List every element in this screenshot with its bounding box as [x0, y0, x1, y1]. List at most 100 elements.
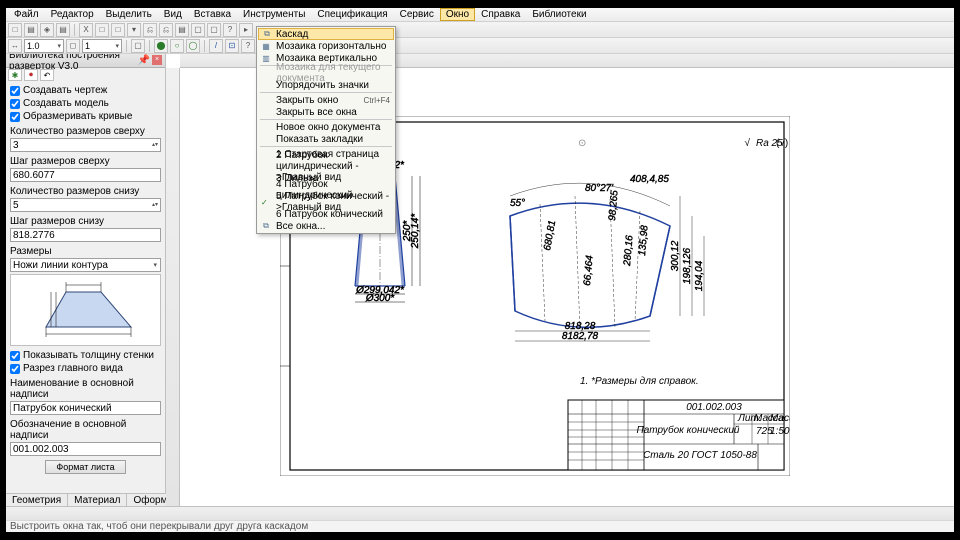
svg-text:√: √	[745, 137, 751, 149]
field-sizes[interactable]: Ножи линии контура	[10, 258, 161, 272]
svg-text:198,126: 198,126	[682, 247, 693, 284]
menu-item: Мозаика для текущего документа	[258, 67, 394, 79]
tool-button[interactable]: ⎌	[143, 23, 157, 37]
field-count-bottom[interactable]: 5	[10, 198, 161, 212]
menu-Библиотеки[interactable]: Библиотеки	[526, 9, 592, 20]
tool-button[interactable]: □	[8, 23, 22, 37]
menu-item[interactable]: ⧉Каскад	[258, 28, 394, 40]
svg-text:Масшт: Масшт	[770, 413, 790, 424]
svg-text:Патрубок конический: Патрубок конический	[637, 424, 740, 436]
menu-item[interactable]: 6 Патрубок конический	[258, 208, 394, 220]
menu-Сервис[interactable]: Сервис	[394, 9, 440, 20]
drawing-note: 1. *Размеры для справок.	[580, 376, 699, 387]
tool-button[interactable]: ⎌	[159, 23, 173, 37]
status-bar: Выстроить окна так, чтоб они перекрывали…	[6, 520, 954, 532]
svg-text:194,04: 194,04	[694, 260, 705, 291]
side-panel: Библиотека построения разверток V3.0 📌 ×…	[6, 54, 166, 506]
menu-item[interactable]: 2 Патрубок цилиндрический ->Главный вид	[258, 160, 394, 172]
menu-item[interactable]: Новое окно документа	[258, 121, 394, 133]
tool-button[interactable]: ◈	[40, 23, 54, 37]
field-code[interactable]: 001.002.003	[10, 442, 161, 456]
tool-button[interactable]: □	[95, 23, 109, 37]
bottom-bar	[6, 506, 954, 520]
label: Количество размеров снизу	[10, 186, 161, 197]
svg-text:408,4,85: 408,4,85	[630, 174, 669, 185]
check-section[interactable]: Разрез главного вида	[10, 363, 161, 374]
menu-Вид[interactable]: Вид	[158, 9, 188, 20]
tool-button[interactable]: ⬤	[154, 39, 168, 53]
label: Количество размеров сверху	[10, 126, 161, 137]
field-step-top[interactable]: 680.6077	[10, 168, 161, 182]
menu-item[interactable]: ▦Мозаика горизонтально	[258, 40, 394, 52]
menu-item[interactable]: Упорядочить значки	[258, 79, 394, 91]
label: Размеры	[10, 246, 161, 257]
panel-tab-stop[interactable]: ⏺	[24, 69, 38, 81]
tool-button[interactable]: ▾	[127, 23, 141, 37]
check-show-thickness[interactable]: Показывать толщину стенки	[10, 350, 161, 361]
panel-title: Библиотека построения разверток V3.0 📌 ×	[6, 54, 165, 68]
menu-item[interactable]: Показать закладки	[258, 133, 394, 145]
tool-button[interactable]: X	[79, 23, 93, 37]
ruler-vertical	[166, 68, 180, 506]
menubar[interactable]: ФайлРедакторВыделитьВидВставкаИнструмент…	[6, 8, 954, 22]
svg-text:1:50: 1:50	[770, 426, 790, 437]
svg-text:250,14*: 250,14*	[410, 213, 421, 250]
label: Обозначение в основной надписи	[10, 419, 161, 441]
tab-geometry[interactable]: Геометрия	[6, 494, 68, 506]
menu-item[interactable]: ⧉Все окна...	[258, 220, 394, 232]
tool-button[interactable]: ▢	[131, 39, 145, 53]
field-step-bottom[interactable]: 818.2776	[10, 228, 161, 242]
panel-bottom-tabs[interactable]: Геометрия Материал Оформление	[6, 493, 165, 506]
tab-material[interactable]: Материал	[68, 494, 127, 506]
preview-image	[10, 274, 161, 346]
close-icon[interactable]: ×	[152, 55, 162, 65]
panel-tab-apply[interactable]: ✱	[8, 69, 22, 81]
svg-text:(√): (√)	[776, 137, 788, 149]
tool-button[interactable]: ▤	[24, 23, 38, 37]
tool-button[interactable]: ?	[241, 39, 255, 53]
label: Шаг размеров снизу	[10, 216, 161, 227]
menu-Вставка[interactable]: Вставка	[188, 9, 237, 20]
menu-Редактор[interactable]: Редактор	[45, 9, 100, 20]
tool-button[interactable]: ?	[223, 23, 237, 37]
menu-item[interactable]: Закрыть все окна	[258, 106, 394, 118]
tool-button[interactable]: ◯	[186, 39, 200, 53]
scale-select[interactable]: 1.0	[24, 39, 64, 53]
tool-button[interactable]: ○	[170, 39, 184, 53]
layer-select[interactable]: 1	[82, 39, 122, 53]
tool-button[interactable]: ▸	[239, 23, 253, 37]
window-menu-dropdown[interactable]: ⧉Каскад▦Мозаика горизонтально▥Мозаика ве…	[256, 26, 396, 234]
tool-button[interactable]: ▢	[207, 23, 221, 37]
tool-button[interactable]: ↔	[8, 39, 22, 53]
toolbar-1: □▤◈▤X□□▾⎌⎌▤▢▢?▸	[6, 22, 954, 38]
menu-Справка[interactable]: Справка	[475, 9, 526, 20]
svg-text:⊙: ⊙	[578, 138, 586, 149]
menu-Инструменты[interactable]: Инструменты	[237, 9, 311, 20]
svg-text:300,12: 300,12	[670, 240, 681, 271]
menu-item[interactable]: Закрыть окноCtrl+F4	[258, 94, 394, 106]
check-dimension-curves[interactable]: Образмеривать кривые	[10, 111, 161, 122]
tool-button[interactable]: ▤	[56, 23, 70, 37]
tool-button[interactable]: □	[111, 23, 125, 37]
menu-Окно[interactable]: Окно	[440, 8, 475, 21]
label: Шаг размеров сверху	[10, 156, 161, 167]
field-count-top[interactable]: 3	[10, 138, 161, 152]
tool-button[interactable]: /	[209, 39, 223, 53]
tool-button[interactable]: ▤	[175, 23, 189, 37]
menu-Выделить[interactable]: Выделить	[100, 9, 158, 20]
pin-icon[interactable]: 📌	[138, 55, 150, 66]
check-create-model[interactable]: Создавать модель	[10, 98, 161, 109]
menu-Файл[interactable]: Файл	[8, 9, 45, 20]
menu-item[interactable]: ✓5 Патрубок конический ->Главный вид	[258, 196, 394, 208]
sheet-format-button[interactable]: Формат листа	[45, 460, 125, 474]
check-create-drawing[interactable]: Создавать чертеж	[10, 85, 161, 96]
svg-text:55°: 55°	[510, 198, 525, 209]
menu-Спецификация[interactable]: Спецификация	[311, 9, 393, 20]
panel-tab-undo[interactable]: ↶	[40, 69, 54, 81]
tool-button[interactable]: ⊡	[225, 39, 239, 53]
tool-button[interactable]: ▢	[191, 23, 205, 37]
tool-button[interactable]: ◻	[66, 39, 80, 53]
svg-text:001.002.003: 001.002.003	[686, 402, 742, 413]
toolbar-2: ↔ 1.0 ◻ 1 ▢ ⬤ ○ ◯ / ⊡ ? ▤ ▾ ▾	[6, 38, 954, 54]
field-name[interactable]: Патрубок конический	[10, 401, 161, 415]
